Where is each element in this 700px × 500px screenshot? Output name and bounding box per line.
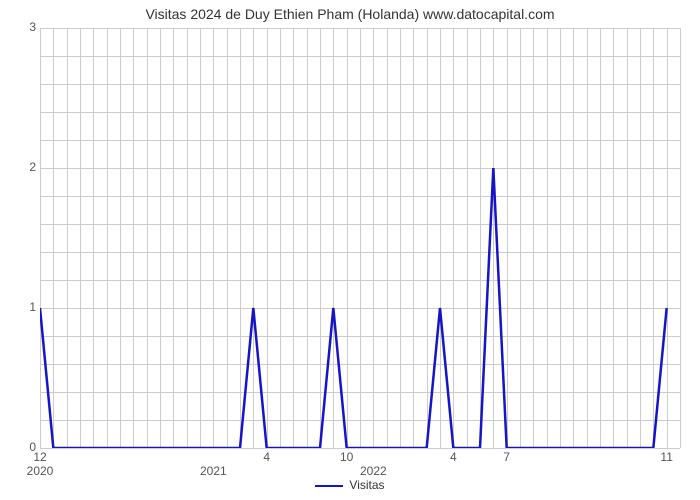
x-tick-label-top: 4 [252,450,282,464]
series-svg [40,28,680,448]
grid-vertical [680,28,681,448]
series-line [40,168,667,448]
plot-area [40,28,680,448]
legend: Visitas [0,478,700,492]
grid-horizontal [40,448,680,449]
chart-container: Visitas 2024 de Duy Ethien Pham (Holanda… [0,0,700,500]
y-tick-label: 2 [20,160,36,174]
x-tick-label-top: 4 [438,450,468,464]
x-tick-label-top: 10 [332,450,362,464]
x-tick-label-bottom: 2020 [20,464,60,478]
x-tick-label-top: 11 [652,450,682,464]
legend-swatch [315,485,343,487]
x-tick-label-bottom: 2022 [353,464,393,478]
chart-title: Visitas 2024 de Duy Ethien Pham (Holanda… [0,6,700,22]
x-tick-label-top: 7 [492,450,522,464]
y-tick-label: 1 [20,300,36,314]
x-tick-label-top: 12 [25,450,55,464]
y-tick-label: 3 [20,20,36,34]
x-tick-label-bottom: 2021 [193,464,233,478]
legend-label: Visitas [349,478,384,492]
